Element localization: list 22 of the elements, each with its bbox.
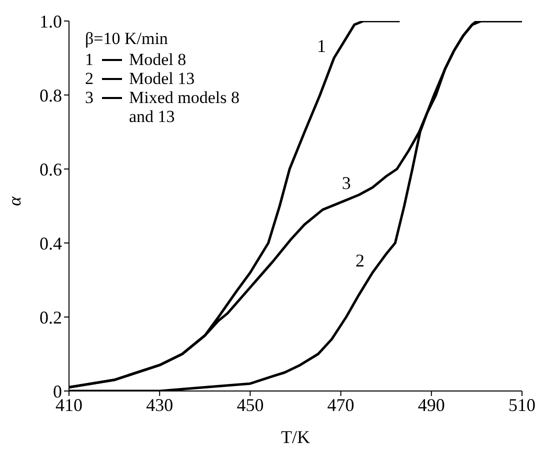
legend-label: Mixed models 8 and 13 [129, 88, 240, 126]
x-tick-label: 470 [327, 394, 354, 415]
x-axis-title: T/K [281, 427, 310, 447]
annotation: 2 [356, 250, 365, 271]
annotation: 3 [342, 172, 351, 193]
legend-label: Model 8 [129, 50, 186, 69]
y-tick-label: 1.0 [40, 11, 62, 32]
x-tick-label: 510 [508, 394, 536, 415]
x-tick-label: 430 [146, 394, 174, 415]
y-axis-title: α [4, 196, 24, 206]
text: 1 [85, 50, 94, 69]
annotation: 1 [317, 36, 326, 56]
x-tick-label: 450 [236, 394, 264, 415]
x-tick-label: 490 [418, 394, 445, 415]
y-tick-label: 0.8 [40, 85, 62, 106]
y-tick-label: 0.6 [40, 159, 62, 180]
y-tick-label: 0.2 [40, 307, 62, 328]
legend-title: β=10 K/min [85, 29, 169, 48]
legend-label: Model 13 [129, 69, 195, 88]
y-tick-label: 0.4 [40, 233, 62, 254]
text: 2 [85, 69, 94, 88]
text: 3 [85, 88, 94, 107]
